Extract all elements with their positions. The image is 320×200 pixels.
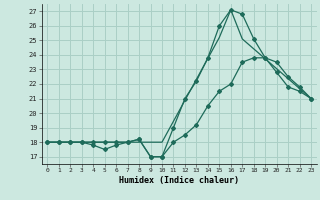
- X-axis label: Humidex (Indice chaleur): Humidex (Indice chaleur): [119, 176, 239, 185]
